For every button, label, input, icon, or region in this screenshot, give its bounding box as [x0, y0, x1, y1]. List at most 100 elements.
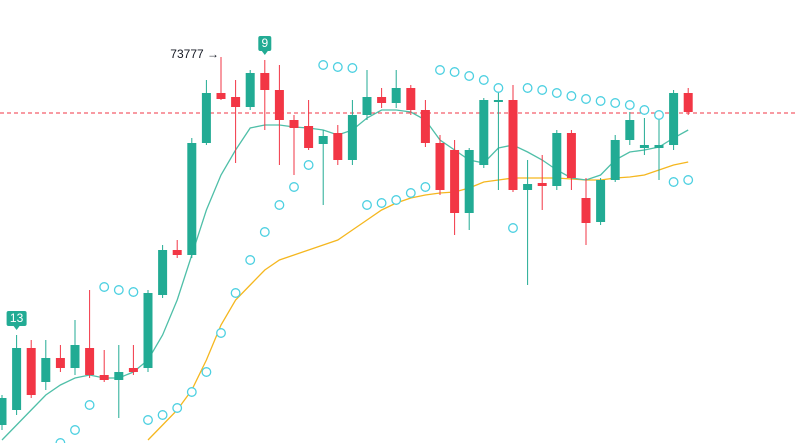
sar-dot — [668, 177, 679, 187]
sar-dot — [201, 367, 212, 377]
sar-dot — [405, 188, 416, 198]
sar-dot — [376, 198, 387, 208]
candle-body — [625, 120, 635, 140]
candle-body — [596, 180, 606, 222]
candle-body — [479, 100, 489, 165]
sar-dot — [391, 195, 402, 205]
count-marker: 9 — [258, 36, 272, 55]
sar-dot — [113, 285, 124, 295]
sar-dot — [581, 94, 591, 104]
sar-dot — [55, 438, 66, 443]
count-marker-label: 9 — [261, 36, 268, 50]
sar-dot — [332, 62, 343, 72]
sar-dot — [449, 67, 460, 77]
candle-body — [523, 184, 533, 190]
sar-dot — [143, 415, 153, 425]
candle-body — [274, 90, 284, 120]
sar-dot — [610, 98, 621, 108]
candle-body — [362, 97, 372, 115]
candle-body — [55, 358, 65, 368]
sar-dot — [595, 96, 606, 106]
candle-body — [187, 143, 197, 255]
candle-body — [0, 398, 7, 425]
candle-body — [406, 88, 416, 110]
candle-body — [216, 93, 226, 99]
sar-dot — [259, 227, 270, 237]
sar-dot — [566, 91, 577, 101]
count-marker-label: 13 — [10, 311, 24, 325]
sar-dot — [245, 255, 256, 265]
sar-dot — [186, 387, 197, 397]
candle-body — [85, 348, 95, 375]
sar-dot — [216, 328, 226, 338]
sar-dot — [230, 288, 241, 298]
candle-body — [333, 133, 343, 160]
candle-body — [245, 73, 255, 107]
count-marker-badge — [258, 36, 272, 51]
sar-dot — [128, 287, 139, 297]
sar-dot — [420, 182, 431, 192]
candle-body — [318, 136, 328, 144]
candle-body — [114, 372, 124, 380]
candle-body — [41, 358, 51, 382]
sar-dot — [289, 182, 299, 192]
candle-body — [347, 115, 357, 160]
sar-dot — [478, 75, 489, 85]
candle-body — [304, 126, 314, 148]
sar-dot — [537, 85, 548, 95]
sar-dot — [508, 223, 518, 233]
count-marker-badge — [6, 311, 27, 326]
sar-dot — [683, 175, 694, 185]
candle-body — [158, 250, 168, 295]
candle-body — [581, 198, 591, 223]
sar-dot — [493, 83, 504, 93]
sar-dot — [654, 110, 664, 120]
sar-dot — [435, 65, 445, 75]
candle-body — [143, 293, 153, 368]
candle-body — [260, 73, 270, 90]
sar-dot — [172, 403, 183, 413]
sar-dot — [522, 83, 533, 93]
candle-body — [639, 145, 649, 148]
candle-body — [537, 183, 547, 186]
sar-dot — [551, 88, 562, 98]
sar-dot — [639, 105, 650, 115]
candle-body — [435, 143, 445, 190]
sar-dot — [274, 200, 285, 210]
count-marker: 13 — [6, 311, 27, 330]
sar-dot — [464, 71, 475, 81]
candle-body — [128, 368, 138, 372]
candle-body — [566, 133, 576, 178]
price-annotation: 73777 → — [170, 47, 219, 61]
candle-body — [231, 97, 241, 107]
candle-body — [70, 345, 80, 368]
sar-dot — [318, 60, 329, 70]
candle-body — [610, 140, 620, 180]
candle-body — [201, 93, 211, 143]
sar-dot — [624, 100, 635, 110]
sar-dot — [157, 410, 168, 420]
candle-body — [683, 93, 693, 112]
count-marker-pointer — [13, 326, 20, 330]
candle-body — [464, 150, 474, 213]
candle-body — [450, 150, 460, 213]
sar-dot — [303, 160, 314, 170]
candle-body — [391, 88, 401, 103]
sar-dot — [362, 200, 372, 210]
candle-body — [669, 93, 679, 145]
count-marker-pointer — [261, 51, 268, 55]
sar-dot — [84, 400, 95, 410]
candle-body — [172, 250, 182, 255]
sar-dot — [70, 425, 80, 435]
sar-dot — [347, 63, 358, 73]
candle-body — [552, 133, 562, 186]
candle-body — [493, 100, 503, 102]
candle-body — [12, 348, 22, 410]
candle-body — [26, 348, 36, 395]
sar-dot — [99, 282, 110, 292]
candle-body — [508, 100, 518, 190]
candle-body — [99, 375, 109, 380]
candle-body — [654, 145, 664, 148]
candle-body — [420, 110, 430, 143]
